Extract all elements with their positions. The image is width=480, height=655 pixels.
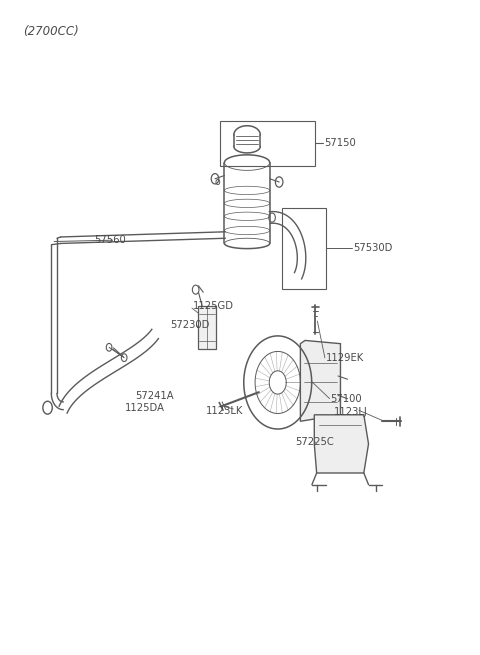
Text: 1123LJ: 1123LJ [335,407,368,417]
Text: 57150: 57150 [324,138,356,148]
Text: (2700CC): (2700CC) [23,25,79,38]
Text: 57225C: 57225C [296,437,335,447]
Text: 57560: 57560 [94,235,126,245]
Text: 57230D: 57230D [170,320,210,330]
Bar [281,208,326,289]
Text: 1125DA: 1125DA [124,403,165,413]
Text: 57100: 57100 [331,394,362,403]
Polygon shape [300,341,340,421]
Polygon shape [314,415,369,473]
Bar [220,121,315,166]
FancyBboxPatch shape [198,307,216,348]
Text: 1129EK: 1129EK [326,353,364,363]
Text: 1125GD: 1125GD [193,301,234,311]
Text: 57530D: 57530D [353,243,393,253]
Text: 57241A: 57241A [135,391,174,401]
Text: 1123LK: 1123LK [206,406,243,416]
